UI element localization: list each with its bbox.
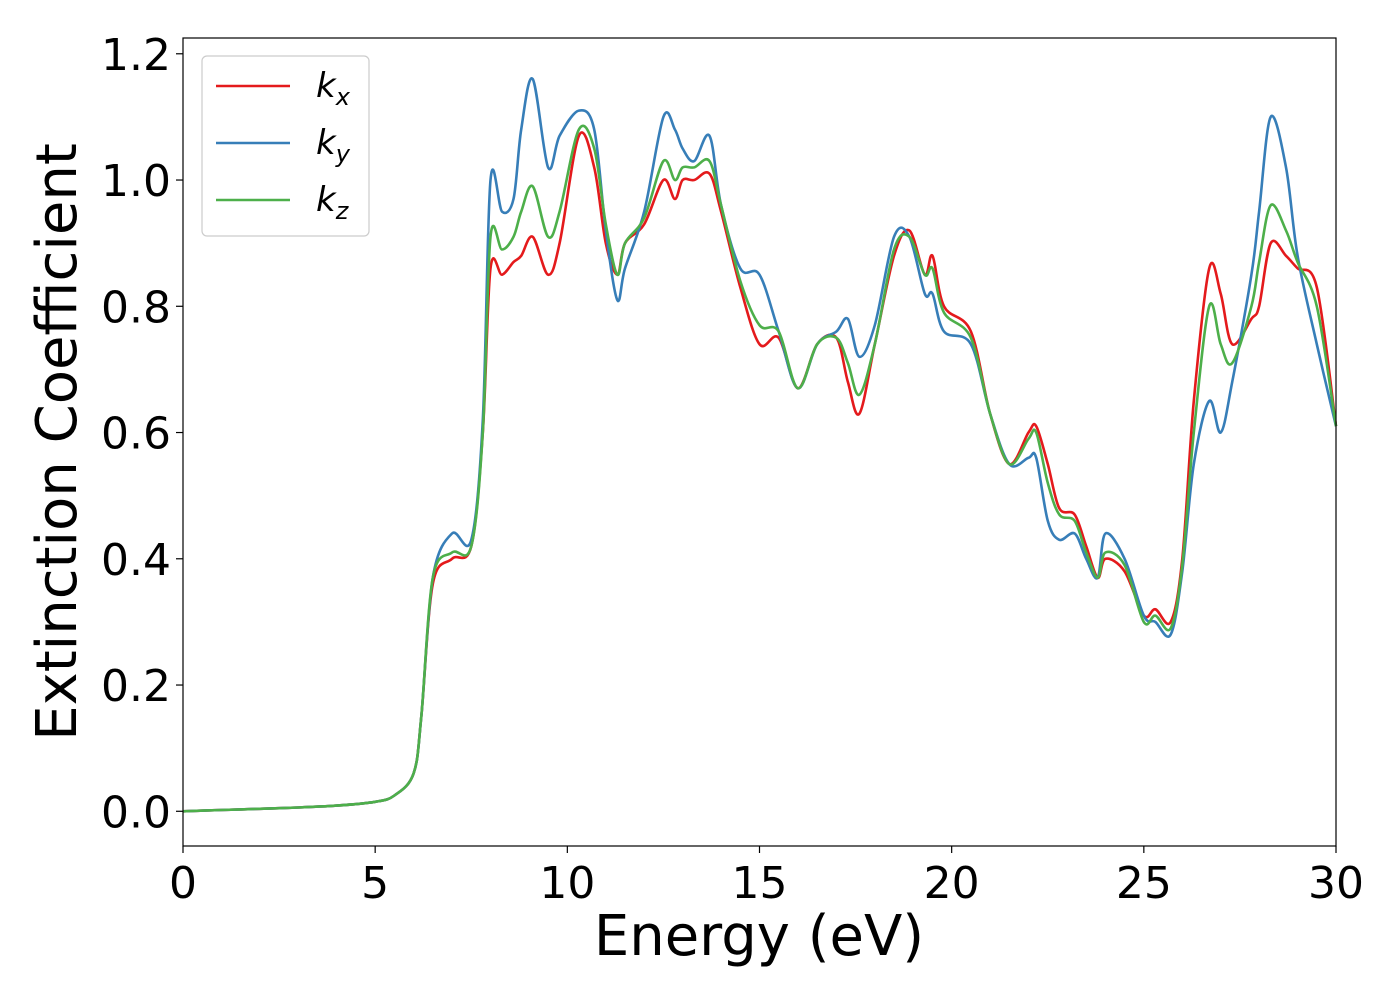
x-axis-title: Energy (eV) [594, 904, 924, 969]
legend-label-ky: ky [316, 123, 351, 168]
x-tick-label: 25 [1116, 858, 1172, 909]
y-tick-label: 1.0 [101, 156, 171, 207]
x-tick-label: 5 [361, 858, 389, 909]
y-tick-label: 1.2 [101, 30, 171, 81]
y-tick-label: 0.4 [101, 535, 171, 586]
legend-box [201, 55, 370, 237]
x-tick-label: 30 [1308, 858, 1364, 909]
legend-label-kz: kz [316, 180, 350, 225]
y-tick-label: 0.2 [101, 661, 171, 712]
x-tick-label: 0 [169, 858, 197, 909]
x-tick-label: 20 [924, 858, 980, 909]
y-tick-label: 0.8 [101, 282, 171, 333]
y-tick-label: 0.0 [101, 787, 171, 838]
ticks-layer: 0 5 10 15 20 25 30 0.0 0.2 0.4 0.6 0.8 1.0 1.2 [101, 30, 1364, 909]
series-layer [182, 77, 1338, 813]
series-line-kz [182, 124, 1338, 813]
y-axis-title: Extinction Coefficient [25, 143, 90, 741]
y-tick-label: 0.6 [101, 409, 171, 460]
x-tick-label: 15 [732, 858, 788, 909]
legend: kx ky kz [201, 55, 370, 237]
legend-label-kx: kx [316, 66, 351, 111]
x-tick-label: 10 [539, 858, 595, 909]
